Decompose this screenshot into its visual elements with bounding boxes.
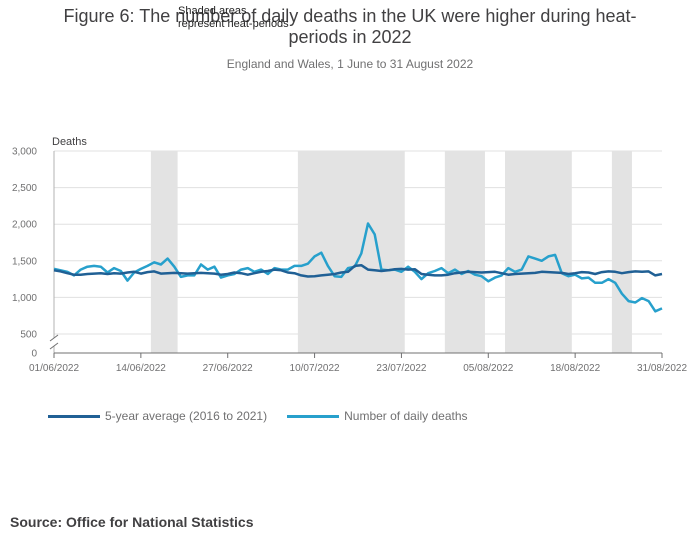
y-axis-label: Deaths (52, 136, 87, 148)
chart-subtitle: England and Wales, 1 June to 31 August 2… (226, 57, 474, 71)
heat-period-annotation: Shaded areas represent heat-periods (178, 5, 289, 31)
heat-period-band (611, 151, 632, 353)
heat-period-band (297, 151, 405, 353)
series-line-average (53, 263, 663, 278)
series-line-daily (53, 222, 663, 313)
chart-title: Figure 6: The number of daily deaths in … (63, 6, 637, 47)
x-tick-label: 31/08/2022 (637, 363, 687, 374)
source-note: Source: Office for National Statistics (10, 514, 254, 530)
annotation-line-1: Shaded areas (178, 5, 247, 17)
legend-item-daily: Number of daily deaths (287, 409, 468, 423)
axis-break-mark (49, 342, 59, 350)
x-tick-label: 05/08/2022 (463, 363, 513, 374)
x-tick-label: 18/08/2022 (550, 363, 600, 374)
x-tick-label: 23/07/2022 (376, 363, 426, 374)
y-tick-label: 3,000 (12, 147, 37, 158)
axis-break-mark (49, 334, 59, 342)
x-tick-label: 14/06/2022 (116, 363, 166, 374)
x-tick-label: 27/06/2022 (203, 363, 253, 374)
heat-period-band (444, 151, 485, 353)
heat-period-band (504, 151, 572, 353)
x-tick-label: 01/06/2022 (29, 363, 79, 374)
x-tick-label: 10/07/2022 (290, 363, 340, 374)
y-axis: 0 500 1,000 1,500 2,000 2,500 3,000 (12, 147, 59, 360)
legend-swatch-daily (287, 414, 340, 418)
y-tick-label: 2,000 (12, 220, 37, 231)
series-lines (53, 222, 663, 313)
legend-label-average: 5-year average (2016 to 2021) (105, 409, 268, 423)
legend-swatch-average (48, 414, 100, 418)
legend-item-average: 5-year average (2016 to 2021) (48, 409, 267, 423)
legend: 5-year average (2016 to 2021) Number of … (48, 409, 468, 423)
y-tick-label: 0 (31, 349, 37, 360)
legend-label-daily: Number of daily deaths (344, 409, 468, 423)
y-tick-label: 2,500 (12, 183, 37, 194)
annotation-line-2: represent heat-periods (178, 18, 289, 30)
y-tick-label: 1,500 (12, 256, 37, 267)
y-tick-label: 1,000 (12, 293, 37, 304)
heat-period-band (150, 151, 178, 353)
y-tick-label: 500 (20, 330, 37, 341)
x-axis: 01/06/2022 14/06/2022 27/06/2022 10/07/2022… (29, 352, 687, 374)
heat-period-shading (150, 151, 632, 353)
